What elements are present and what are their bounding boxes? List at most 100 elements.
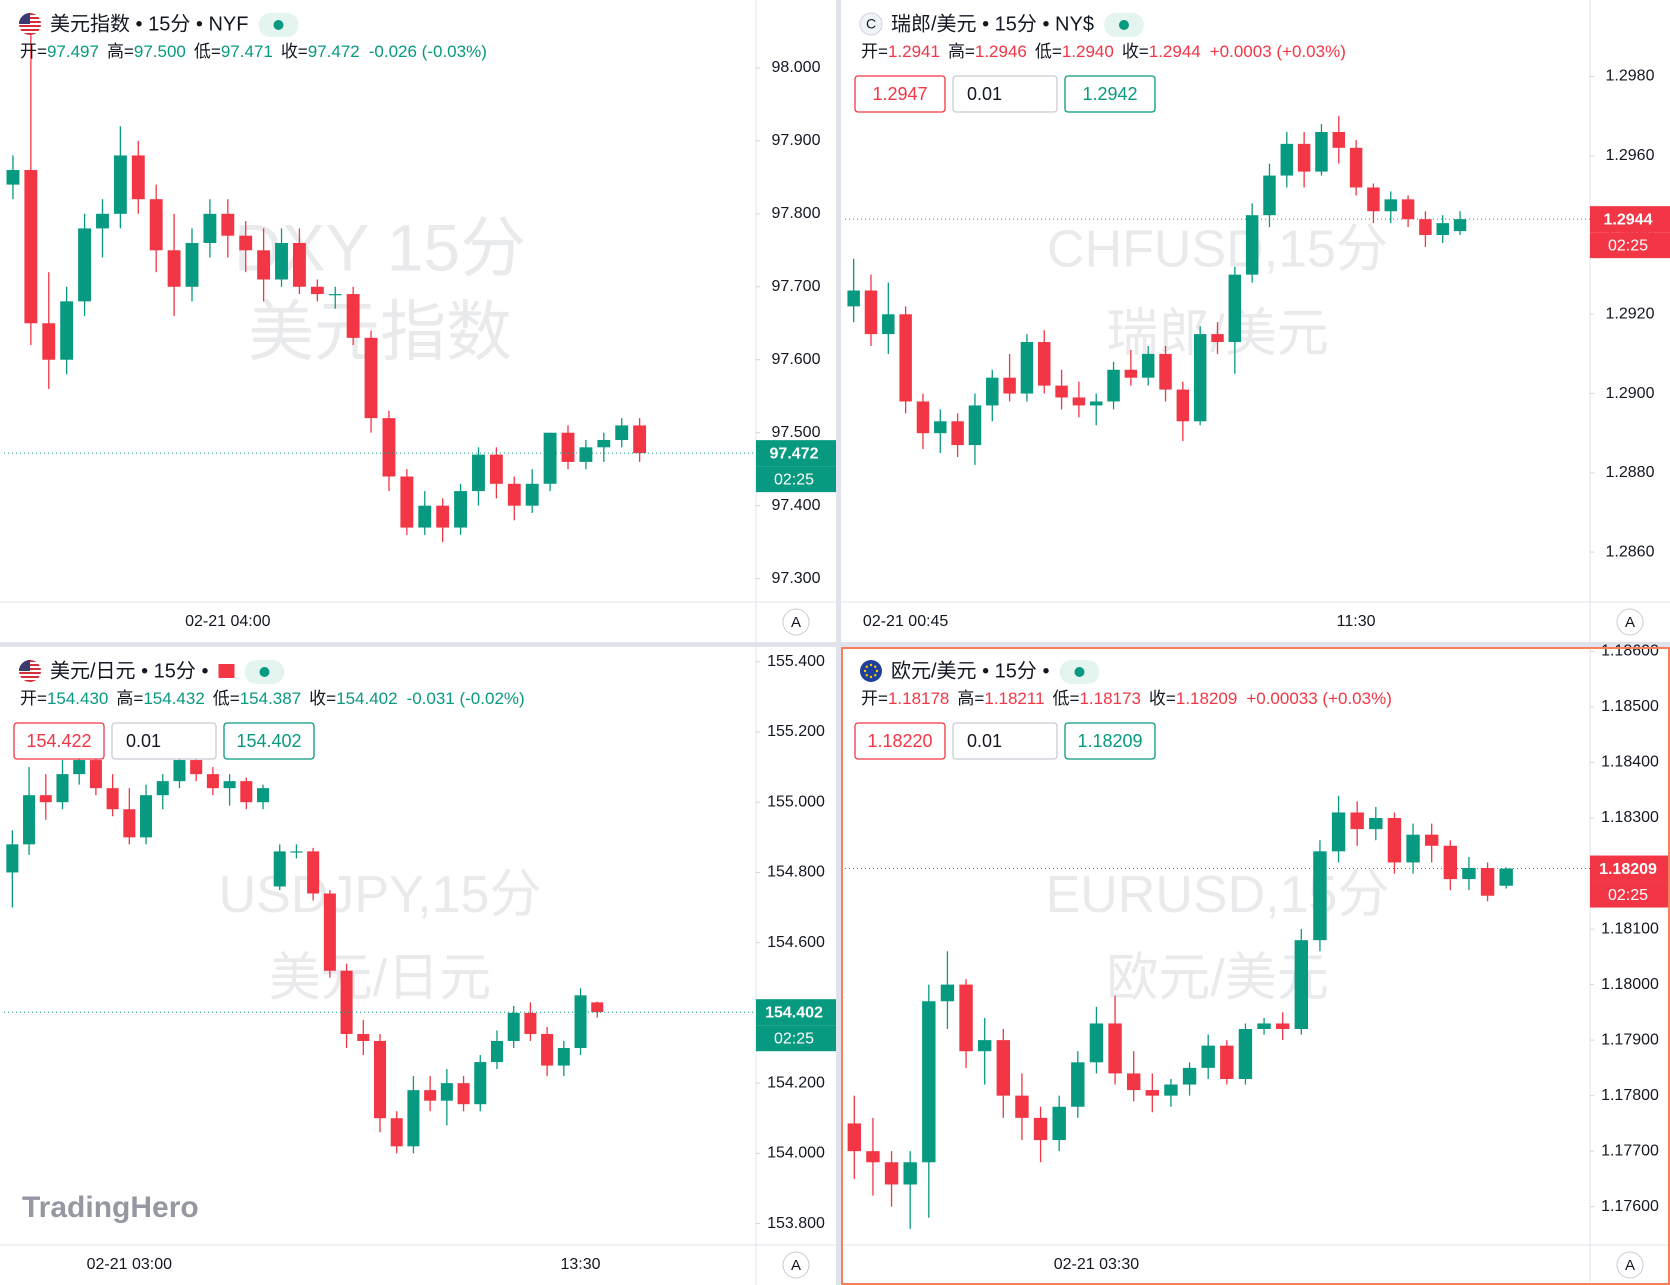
ohlc-value: 1.18178 [888,689,949,708]
y-tick-label: 1.2920 [1606,305,1655,322]
candle-body [156,781,169,796]
candle-body [185,242,199,287]
trade-text-buy[interactable]: 1.2942 [1082,84,1137,104]
trade-box-qty[interactable] [111,722,217,760]
y-tick-label: 1.18400 [1601,754,1659,771]
candle-body [1387,818,1402,863]
auto-scale-label[interactable]: A [791,614,801,631]
trade-box-qty[interactable] [952,75,1058,113]
candle-body [310,286,324,295]
trade-box-sell[interactable] [854,722,946,760]
last-price-tag [1590,855,1670,882]
candle-body [884,1162,899,1185]
candle-body [1384,199,1397,212]
candle-body [597,440,611,448]
candle-body [507,1012,520,1041]
flag-stripe [19,676,41,678]
ohlc-key: 开= [861,689,888,708]
trade-text-buy[interactable]: 1.18209 [1077,731,1142,751]
y-tick-label: 1.17700 [1601,1142,1659,1159]
candle-body [996,1040,1011,1096]
ohlc-change: -0.026 (-0.03%) [369,42,487,61]
last-price-label: 1.2944 [1604,211,1653,228]
x-tick-label: 02-21 00:45 [863,613,949,630]
candle-body [457,1083,470,1105]
candle-body [257,788,270,803]
candle-body [292,242,306,287]
candle-body [543,432,557,484]
auto-scale-label[interactable]: A [1625,614,1635,631]
countdown-tag [1590,881,1670,908]
candle-body [1015,1095,1029,1118]
ohlc-value: 1.2946 [975,42,1027,61]
candle-body [1211,334,1224,343]
candle-body [1350,812,1364,830]
trade-box-buy[interactable] [223,722,315,760]
auto-scale-button[interactable] [1616,1251,1644,1279]
y-tick-label: 97.600 [772,351,821,368]
x-tick-label: 02-21 04:00 [185,613,271,630]
y-tick-label: 97.400 [772,497,821,514]
ohlc-key: 开= [20,42,47,61]
candle-body [328,294,342,296]
x-tick-label: 11:30 [1337,613,1376,630]
flag-star [869,663,873,667]
y-tick-label: 1.18000 [1601,976,1659,993]
candle-body [1257,1023,1271,1030]
trade-text-sell[interactable]: 1.18220 [867,731,932,751]
ohlc-change: +0.0003 (+0.03%) [1210,42,1346,61]
trade-text-buy[interactable]: 154.402 [236,731,301,751]
symbol-icon [19,13,41,35]
candle-body [1071,1062,1085,1107]
candle-body [257,250,271,280]
candle-body [1245,215,1259,275]
candle-body [615,425,629,441]
trade-box-sell[interactable] [854,75,946,113]
trade-text-sell[interactable]: 154.422 [26,731,91,751]
candle-body [1313,851,1327,941]
ohlc-key: 低= [213,689,240,708]
y-tick-label: 1.18300 [1601,809,1659,826]
auto-scale-button[interactable] [1616,608,1644,636]
trade-text-qty[interactable]: 0.01 [967,84,1002,104]
candle-body [190,760,203,775]
candle-body [73,760,86,775]
candle-body [149,199,163,251]
auto-scale-label[interactable]: A [791,1257,801,1274]
trade-box-buy[interactable] [1064,75,1156,113]
trade-box-sell[interactable] [13,722,105,760]
y-tick-label: 97.700 [772,278,821,295]
candle-body [400,476,414,528]
y-tick-label: 1.17600 [1601,1198,1659,1215]
countdown-label: 02:25 [1608,237,1648,254]
candle-body [346,294,360,338]
candle-body [357,1033,370,1041]
candle-body [541,1033,554,1066]
candle-body [273,851,286,887]
flag-stripe [19,29,41,31]
ohlc-value: 1.2941 [888,42,940,61]
trade-box-qty[interactable] [952,722,1058,760]
candle-body [1332,131,1346,148]
auto-scale-button[interactable] [782,608,810,636]
flag-star [865,665,868,668]
candle-body [1228,274,1242,343]
symbol-icon [859,12,883,36]
watermark: CHFUSD,15分 [1047,221,1388,279]
trade-text-qty[interactable]: 0.01 [126,731,161,751]
candle-body [239,235,253,251]
trade-box-buy[interactable] [1064,722,1156,760]
countdown-tag [1590,232,1670,259]
candle-body [472,454,485,492]
brand-logo: TradingHero [22,1191,199,1224]
ohlc-value: 1.18173 [1079,689,1140,708]
candle-body [1462,867,1476,880]
trade-text-sell[interactable]: 1.2947 [872,84,927,104]
auto-scale-label[interactable]: A [1625,1257,1635,1274]
trade-text-qty[interactable]: 0.01 [967,731,1002,751]
candle-body [436,505,450,528]
auto-scale-button[interactable] [782,1251,810,1279]
candle-body [591,1002,604,1013]
